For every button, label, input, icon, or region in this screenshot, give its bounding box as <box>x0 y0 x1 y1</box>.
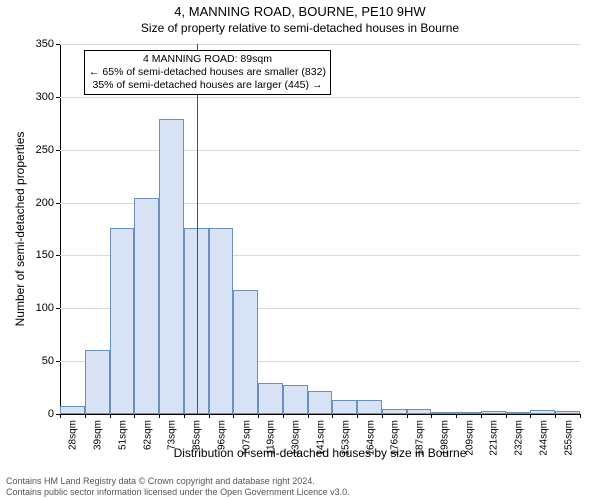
y-tick-label: 100 <box>36 302 60 314</box>
x-tick-label: 209sqm <box>462 420 475 456</box>
y-tick-label: 50 <box>42 355 60 367</box>
x-tick-mark <box>481 414 482 418</box>
x-tick-label: 39sqm <box>91 420 104 450</box>
x-tick-mark <box>407 414 408 418</box>
footer-line-1: Contains HM Land Registry data © Crown c… <box>6 476 350 487</box>
annotation-box: 4 MANNING ROAD: 89sqm← 65% of semi-detac… <box>84 50 331 95</box>
y-tick-label: 250 <box>36 144 60 156</box>
x-tick-mark <box>308 414 309 418</box>
x-tick-label: 62sqm <box>140 420 153 450</box>
histogram-bar <box>481 411 506 414</box>
x-tick-mark <box>233 414 234 418</box>
histogram-bar <box>555 411 580 414</box>
histogram-bar <box>308 391 333 414</box>
histogram-bar <box>506 412 531 414</box>
x-tick-mark <box>506 414 507 418</box>
x-tick-label: 141sqm <box>314 420 327 456</box>
y-tick-label: 200 <box>36 197 60 209</box>
histogram-bar <box>85 350 110 414</box>
x-tick-mark <box>184 414 185 418</box>
y-tick-label: 350 <box>36 38 60 50</box>
page-subtitle: Size of property relative to semi-detach… <box>0 19 600 35</box>
x-tick-label: 187sqm <box>413 420 426 456</box>
histogram-bar <box>184 228 209 414</box>
x-tick-mark <box>85 414 86 418</box>
y-axis-label: Number of semi-detached properties <box>13 132 27 327</box>
x-tick-label: 96sqm <box>214 420 227 450</box>
x-tick-label: 107sqm <box>239 420 252 456</box>
page-title: 4, MANNING ROAD, BOURNE, PE10 9HW <box>0 0 600 19</box>
x-tick-label: 176sqm <box>388 420 401 456</box>
x-tick-mark <box>555 414 556 418</box>
histogram-bar <box>456 412 481 414</box>
x-tick-label: 232sqm <box>512 420 525 456</box>
x-tick-mark <box>382 414 383 418</box>
x-tick-mark <box>209 414 210 418</box>
x-tick-label: 28sqm <box>66 420 79 450</box>
x-tick-mark <box>110 414 111 418</box>
x-tick-mark <box>357 414 358 418</box>
y-tick-label: 300 <box>36 91 60 103</box>
footer-line-2: Contains public sector information licen… <box>6 487 350 498</box>
histogram-bar <box>134 198 159 414</box>
x-tick-label: 221sqm <box>487 420 500 456</box>
x-tick-mark <box>258 414 259 418</box>
histogram-bar <box>332 400 357 414</box>
x-tick-label: 164sqm <box>363 420 376 456</box>
annotation-line-1: 4 MANNING ROAD: 89sqm <box>89 53 326 66</box>
x-tick-label: 153sqm <box>338 420 351 456</box>
footer-attribution: Contains HM Land Registry data © Crown c… <box>6 476 350 498</box>
x-tick-label: 119sqm <box>264 420 277 455</box>
y-tick-label: 0 <box>48 408 60 420</box>
x-tick-mark <box>159 414 160 418</box>
x-tick-mark <box>60 414 61 418</box>
x-tick-mark <box>580 414 581 418</box>
histogram-bar <box>431 412 456 414</box>
property-marker-line <box>197 44 198 414</box>
histogram-bar <box>110 228 135 414</box>
histogram-bar <box>283 385 308 414</box>
histogram-bar <box>357 400 382 414</box>
annotation-line-3: 35% of semi-detached houses are larger (… <box>89 79 326 92</box>
x-tick-label: 244sqm <box>536 420 549 456</box>
histogram-bar <box>407 409 432 414</box>
histogram-bar <box>530 410 555 414</box>
x-tick-label: 198sqm <box>437 420 450 456</box>
x-tick-label: 85sqm <box>190 420 203 450</box>
x-tick-label: 51sqm <box>115 420 128 450</box>
annotation-line-2: ← 65% of semi-detached houses are smalle… <box>89 66 326 79</box>
histogram-bar <box>60 406 85 414</box>
x-tick-label: 73sqm <box>165 420 178 450</box>
x-tick-mark <box>431 414 432 418</box>
histogram-plot: Number of semi-detached properties Distr… <box>60 44 580 414</box>
histogram-bar <box>258 383 283 414</box>
y-tick-label: 150 <box>36 249 60 261</box>
x-tick-mark <box>530 414 531 418</box>
bars-group <box>60 44 580 414</box>
x-tick-mark <box>332 414 333 418</box>
x-tick-label: 130sqm <box>289 420 302 456</box>
x-tick-label: 255sqm <box>561 420 574 456</box>
x-tick-mark <box>134 414 135 418</box>
histogram-bar <box>209 228 234 414</box>
histogram-bar <box>159 119 184 414</box>
histogram-bar <box>233 290 258 414</box>
x-tick-mark <box>456 414 457 418</box>
histogram-bar <box>382 409 407 414</box>
x-axis-line <box>60 414 580 415</box>
x-tick-mark <box>283 414 284 418</box>
